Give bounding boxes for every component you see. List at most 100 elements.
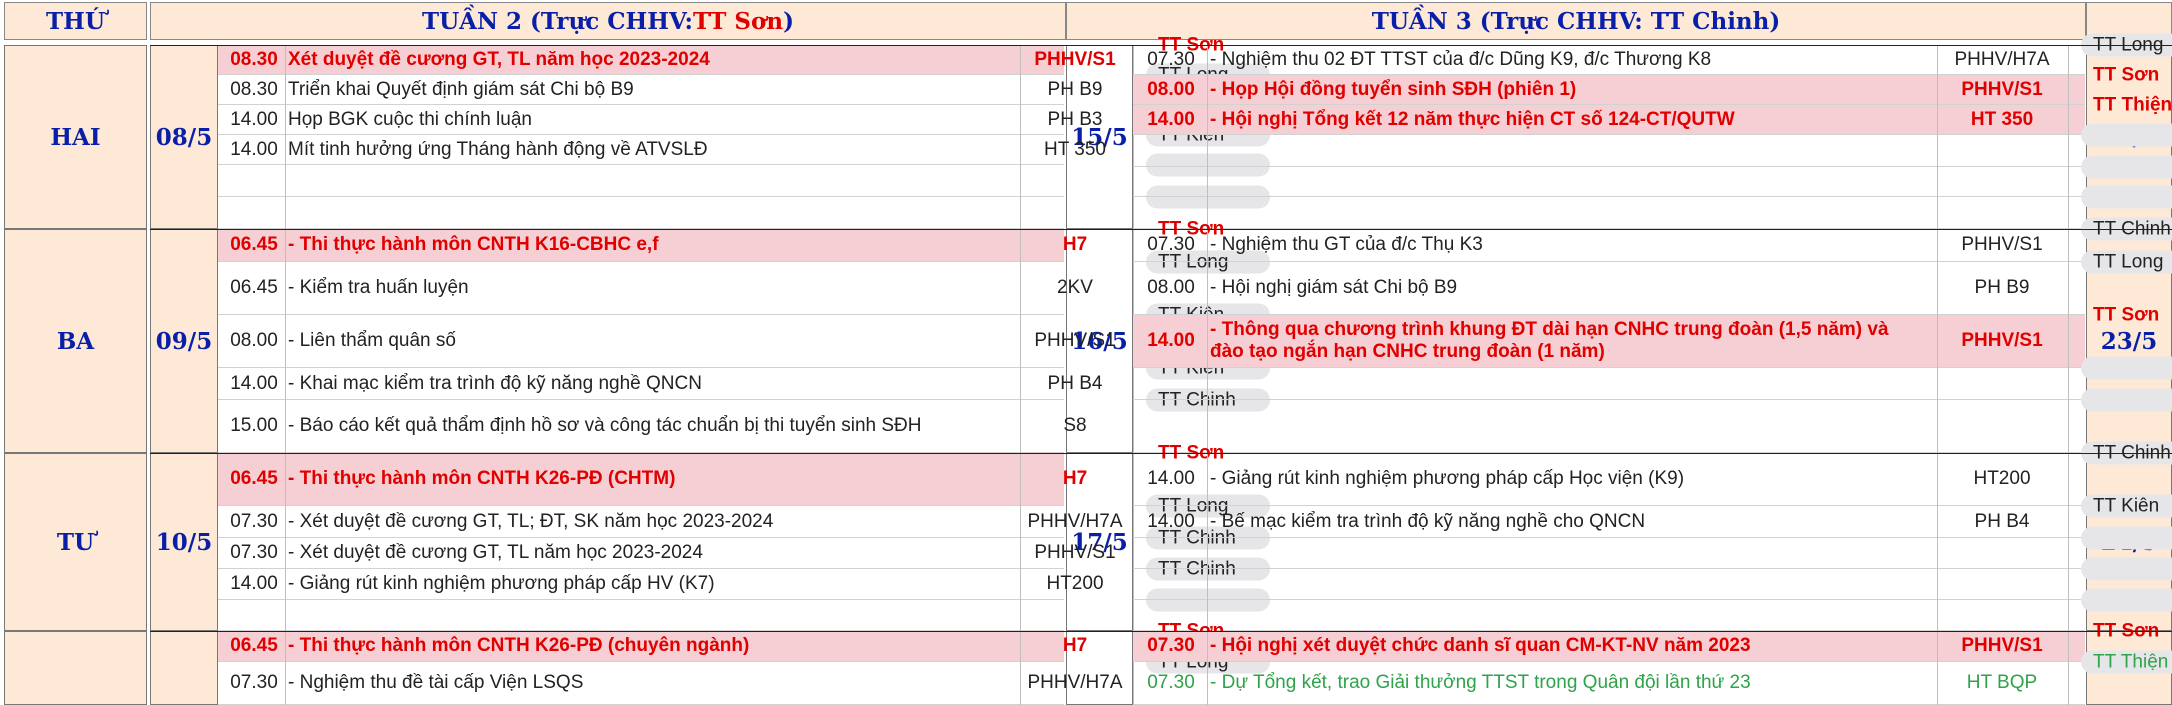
schedule-row[interactable]: 07.30 - Nghiệm thu GT của đ/c Thụ K3 PHHV/…: [1133, 217, 2172, 262]
officer-pill[interactable]: TT Thiện: [2081, 94, 2172, 117]
schedule-row[interactable]: [1133, 526, 2172, 569]
schedule-row[interactable]: 14.00 - Bế mạc kiểm tra trình độ kỹ năng …: [1133, 494, 2172, 538]
event-location: [1941, 167, 2063, 196]
schedule-row[interactable]: 06.45- Kiểm tra huấn luyện 2KV TT Long: [218, 250, 1270, 315]
officer-name: TT Sơn: [2093, 304, 2160, 325]
schedule-row[interactable]: 08.30 Xét duyệt đề cương GT, TL năm học 2…: [218, 34, 1224, 75]
officer-pill[interactable]: TT Sơn: [2081, 304, 2172, 327]
event-time: 07.30: [1147, 234, 1195, 255]
schedule-row[interactable]: 08.30 Triển khai Quyết định giám sát Chi …: [218, 63, 1270, 105]
officer-pill[interactable]: [1146, 185, 1270, 209]
event-location: 2KV: [1057, 277, 1093, 298]
schedule-row[interactable]: 06.45 - Thi thực hành môn CNTH K16-CBHC e…: [218, 218, 1224, 262]
event-location: [1024, 600, 1126, 630]
event-location: H7: [1062, 468, 1088, 489]
officer-pill[interactable]: [2081, 588, 2172, 612]
event-time: 07.30: [230, 510, 278, 532]
column-divider: [1020, 229, 1021, 453]
event-location: [1941, 600, 2063, 630]
schedule-row[interactable]: [1133, 388, 2172, 453]
event-description: [1210, 600, 1890, 630]
day-separator: [150, 631, 2172, 632]
event-location: [1941, 569, 2063, 599]
schedule-row[interactable]: 07.30 - Hội nghị xét duyệt chức danh sĩ q…: [1133, 620, 2159, 662]
officer-pill[interactable]: [2081, 155, 2172, 179]
officer-pill[interactable]: [2081, 388, 2172, 412]
schedule-row[interactable]: 14.00 - Giảng rút kinh nghiệm phương pháp…: [1133, 441, 2172, 506]
schedule-row[interactable]: 07.30 - Nghiệm thu 02 ĐT TTST của đ/c Dũn…: [1133, 33, 2172, 75]
officer-pill[interactable]: TT Chinh: [1146, 526, 1270, 550]
column-divider: [1133, 631, 1134, 705]
schedule-row[interactable]: [1133, 155, 2172, 197]
column-divider: [1937, 453, 1938, 631]
week2-title-suffix: ): [783, 7, 794, 35]
officer-pill[interactable]: [2081, 185, 2172, 209]
date-cell: 15/5: [1066, 45, 1133, 229]
event-description: Mít tinh hưởng ứng Tháng hành động về AT…: [288, 138, 708, 160]
date-label: 17/5: [1071, 528, 1128, 556]
officer-pill[interactable]: TT Kiên: [2081, 494, 2172, 518]
event-location: PHHV/S1: [1961, 234, 2043, 255]
event-description: - Bế mạc kiểm tra trình độ kỹ năng nghề …: [1210, 510, 1646, 532]
officer-pill[interactable]: [2081, 526, 2172, 550]
schedule-row[interactable]: 07.30 - Nghiệm thu đề tài cấp Viện LSQS PH…: [218, 650, 1270, 705]
schedule-row[interactable]: 07.30 - Dự Tổng kết, trao Giải thưởng TTS…: [1133, 650, 2172, 705]
schedule-row[interactable]: 14.00 Mít tinh hưởng ứng Tháng hành động …: [218, 123, 1270, 165]
event-location: [1024, 165, 1126, 196]
schedule-row[interactable]: [1133, 588, 2172, 631]
day-name: BA: [56, 327, 95, 355]
officer-pill[interactable]: [1146, 588, 1270, 612]
schedule-row[interactable]: 14.00 - Thông qua chương trình khung ĐT d…: [1133, 304, 2159, 368]
officer-pill[interactable]: [2081, 557, 2172, 581]
schedule-row[interactable]: [218, 185, 1270, 229]
officer-pill[interactable]: TT Thiện: [2081, 650, 2172, 674]
schedule-row[interactable]: [218, 153, 1270, 197]
event-location: S8: [1063, 415, 1087, 436]
officer-pill[interactable]: [1146, 153, 1270, 177]
schedule-row[interactable]: 08.00 - Họp Hội đồng tuyển sinh SĐH (phiê…: [1133, 64, 2159, 105]
event-description: - Họp Hội đồng tuyển sinh SĐH (phiên 1): [1210, 78, 1577, 100]
schedule-row[interactable]: 15.00 - Báo cáo kết quả thẩm định hồ sơ v…: [218, 388, 1270, 453]
event-time: 14.00: [230, 372, 278, 394]
event-description: - Nghiệm thu 02 ĐT TTST của đ/c Dũng K9,…: [1210, 48, 1712, 70]
event-time: 14.00: [230, 108, 278, 130]
officer-name: TT Long: [2093, 251, 2164, 272]
officer-pill[interactable]: [2081, 123, 2172, 147]
schedule-row[interactable]: 06.45 - Thi thực hành môn CNTH K26-PĐ (CH…: [218, 442, 1224, 506]
schedule-row[interactable]: [1133, 557, 2172, 600]
event-description: - Hội nghị xét duyệt chức danh sĩ quan C…: [1210, 635, 1751, 656]
event-description: - Thông qua chương trình khung ĐT dài hạ…: [1210, 319, 1889, 362]
date-label: 08/5: [155, 123, 213, 151]
event-time: 15.00: [230, 415, 278, 436]
schedule-row[interactable]: 14.00 - Giảng rút kinh nghiệm phương pháp…: [218, 557, 1270, 600]
event-location: [1941, 400, 2063, 452]
day-name-cell: HAI: [4, 45, 147, 229]
schedule-row[interactable]: 07.30 - Xét duyệt đề cương GT, TL; ĐT, SK…: [218, 494, 1270, 538]
event-description: - Dự Tổng kết, trao Giải thưởng TTST tro…: [1210, 672, 1751, 693]
column-divider: [1020, 631, 1021, 705]
column-divider: [1020, 45, 1021, 229]
schedule-row[interactable]: [218, 588, 1270, 631]
officer-pill[interactable]: [2081, 356, 2172, 380]
schedule-row[interactable]: 06.45 - Thi thực hành môn CNTH K26-PĐ (ch…: [218, 620, 1224, 662]
schedule-row[interactable]: 07.30 - Xét duyệt đề cương GT, TL năm học…: [218, 526, 1270, 569]
event-time: 14.00: [1147, 108, 1195, 130]
column-divider: [1937, 631, 1938, 705]
event-time: 14.00: [230, 573, 278, 594]
schedule-row[interactable]: 08.00 - Hội nghị giám sát Chi bộ B9 PH B9 T…: [1133, 250, 2172, 315]
officer-pill[interactable]: TT Long: [2081, 250, 2172, 274]
schedule-row[interactable]: 14.00 - Hội nghị Tổng kết 12 năm thực hiệ…: [1133, 94, 2172, 135]
event-time: 07.30: [1147, 48, 1195, 70]
officer-pill[interactable]: TT Sơn: [2081, 64, 2172, 87]
event-location: PH B4: [1974, 510, 2030, 532]
officer-pill[interactable]: TT Sơn: [2081, 620, 2172, 643]
event-description: Họp BGK cuộc thi chính luận: [288, 108, 532, 130]
schedule-row[interactable]: 14.00 - Khai mạc kiểm tra trình độ kỹ năn…: [218, 356, 1270, 400]
event-location: PH B3: [1047, 108, 1103, 130]
schedule-row[interactable]: [1133, 356, 2172, 400]
event-time: [1141, 368, 1201, 399]
schedule-row[interactable]: [1133, 185, 2172, 229]
schedule-row[interactable]: [1133, 123, 2172, 167]
